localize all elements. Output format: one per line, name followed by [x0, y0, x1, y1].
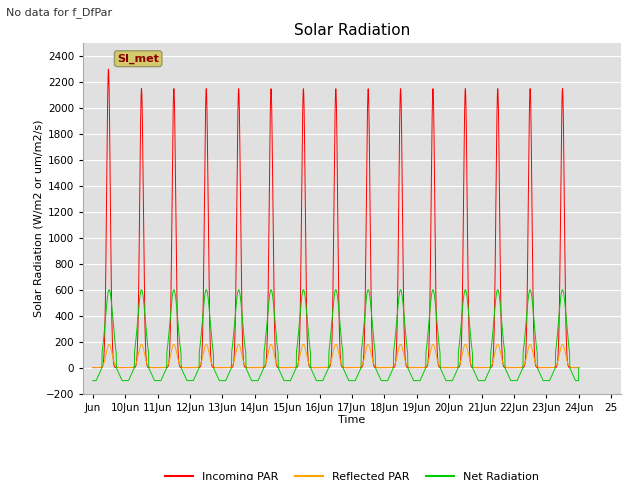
Text: SI_met: SI_met — [117, 54, 159, 64]
Legend: Incoming PAR, Reflected PAR, Net Radiation: Incoming PAR, Reflected PAR, Net Radiati… — [161, 467, 543, 480]
Title: Solar Radiation: Solar Radiation — [294, 23, 410, 38]
Y-axis label: Solar Radiation (W/m2 or um/m2/s): Solar Radiation (W/m2 or um/m2/s) — [33, 120, 43, 317]
Text: No data for f_DfPar: No data for f_DfPar — [6, 7, 113, 18]
X-axis label: Time: Time — [339, 415, 365, 425]
